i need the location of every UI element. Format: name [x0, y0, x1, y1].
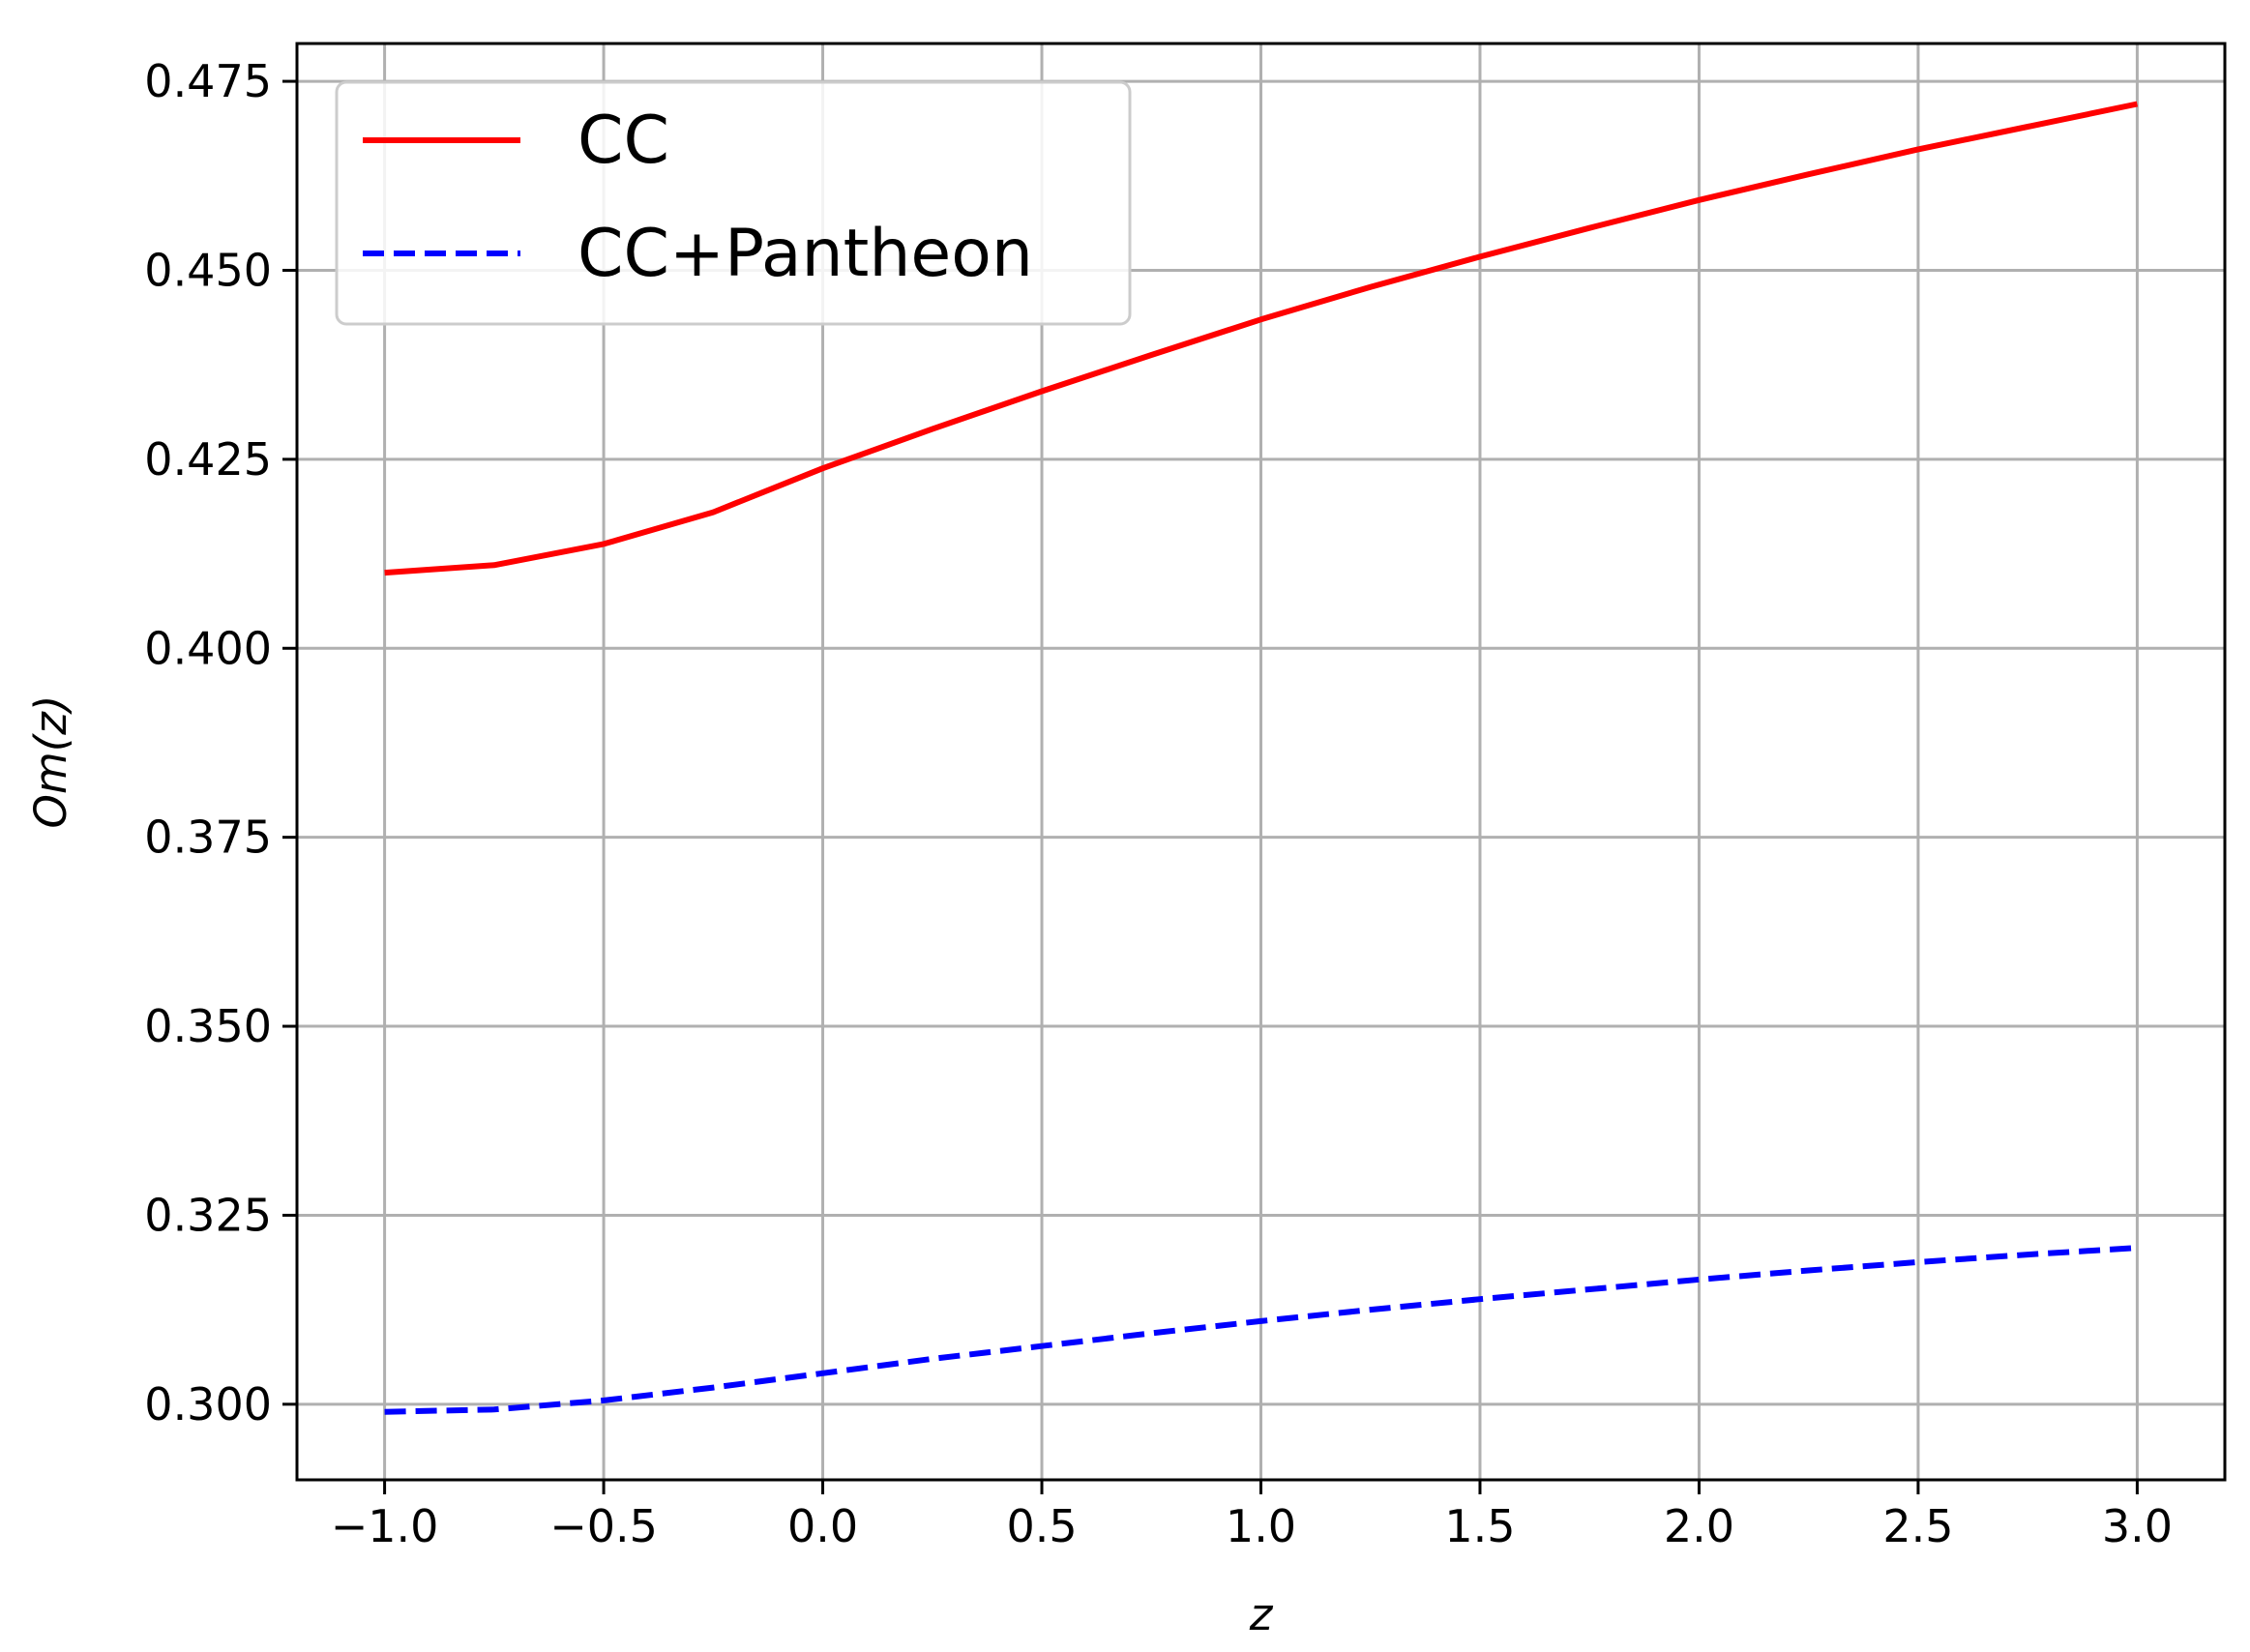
x-tick-label: 0.0 [787, 1500, 858, 1552]
series-line-cc-pantheon [384, 1245, 2138, 1415]
y-tick-label: 0.425 [144, 433, 272, 486]
y-tick-label: 0.450 [144, 244, 272, 296]
x-tick-label: −1.0 [331, 1500, 439, 1552]
y-tick-label: 0.400 [144, 622, 272, 674]
y-axis-label: Om(z) [25, 695, 76, 829]
x-tick-label: 2.0 [1664, 1500, 1734, 1552]
y-tick-label: 0.300 [144, 1378, 272, 1431]
x-tick-label: 1.5 [1444, 1500, 1515, 1552]
y-tick-label: 0.325 [144, 1189, 272, 1241]
x-tick-label: 0.5 [1006, 1500, 1077, 1552]
series-line-cc [384, 101, 2139, 576]
legend-label-cc-pantheon: CC+Pantheon [577, 216, 1033, 292]
x-tick-label: 3.0 [2102, 1500, 2173, 1552]
legend-label-cc: CC [577, 103, 669, 179]
y-tick-label: 0.475 [144, 55, 272, 107]
x-axis-label: z [1249, 1589, 1274, 1640]
legend: CC CC+Pantheon [335, 80, 1132, 326]
y-tick-label: 0.375 [144, 811, 272, 864]
x-tick-label: 2.5 [1882, 1500, 1953, 1552]
x-axis-ticks: −1.0 −0.5 0.0 0.5 1.0 1.5 2.0 2.5 3.0 [331, 1480, 2173, 1552]
y-tick-label: 0.350 [144, 1000, 272, 1052]
x-tick-label: 1.0 [1226, 1500, 1296, 1552]
y-axis-ticks: 0.300 0.325 0.350 0.375 0.400 0.425 0.450 0.475 [144, 55, 297, 1431]
x-tick-label: −0.5 [549, 1500, 658, 1552]
series-lines [384, 101, 2139, 1415]
legend-box [335, 80, 1132, 326]
